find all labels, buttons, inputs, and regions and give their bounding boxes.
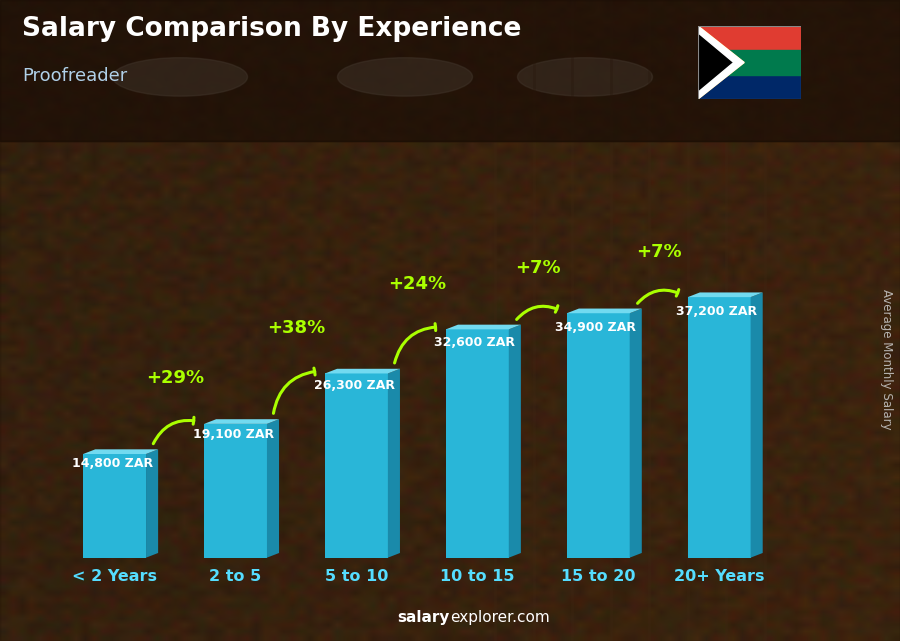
- Text: 37,200 ZAR: 37,200 ZAR: [676, 305, 757, 318]
- Polygon shape: [446, 324, 521, 329]
- Text: salary: salary: [398, 610, 450, 625]
- Text: +7%: +7%: [515, 259, 561, 277]
- Polygon shape: [388, 369, 400, 558]
- Text: 14,800 ZAR: 14,800 ZAR: [72, 457, 153, 470]
- Polygon shape: [83, 449, 158, 454]
- Text: +29%: +29%: [146, 369, 204, 387]
- Polygon shape: [630, 308, 642, 558]
- Polygon shape: [698, 26, 744, 62]
- Polygon shape: [751, 292, 762, 558]
- Polygon shape: [698, 26, 744, 99]
- Text: 32,600 ZAR: 32,600 ZAR: [435, 336, 516, 349]
- Bar: [325, 374, 388, 558]
- Text: Average Monthly Salary: Average Monthly Salary: [880, 288, 893, 429]
- Bar: [688, 297, 751, 558]
- Bar: [567, 313, 630, 558]
- Bar: [446, 329, 508, 558]
- Text: Salary Comparison By Experience: Salary Comparison By Experience: [22, 16, 522, 42]
- Text: +7%: +7%: [636, 243, 681, 261]
- Bar: [698, 62, 801, 99]
- Bar: [204, 424, 267, 558]
- Text: 26,300 ZAR: 26,300 ZAR: [313, 379, 394, 392]
- Polygon shape: [508, 324, 521, 558]
- Text: Proofreader: Proofreader: [22, 67, 128, 85]
- Text: 19,100 ZAR: 19,100 ZAR: [193, 428, 274, 441]
- Text: +24%: +24%: [388, 275, 446, 293]
- Polygon shape: [698, 62, 744, 99]
- Ellipse shape: [338, 58, 472, 96]
- Bar: [698, 49, 801, 76]
- Bar: [698, 26, 801, 62]
- FancyBboxPatch shape: [0, 141, 900, 641]
- Polygon shape: [567, 308, 642, 313]
- Polygon shape: [146, 449, 158, 558]
- Ellipse shape: [112, 58, 248, 96]
- Ellipse shape: [518, 58, 652, 96]
- Polygon shape: [688, 292, 762, 297]
- Polygon shape: [325, 369, 400, 374]
- Text: 34,900 ZAR: 34,900 ZAR: [555, 320, 636, 333]
- FancyBboxPatch shape: [0, 0, 900, 141]
- Polygon shape: [204, 419, 279, 424]
- Text: +38%: +38%: [266, 319, 325, 337]
- Bar: [83, 454, 146, 558]
- Polygon shape: [698, 32, 733, 93]
- Polygon shape: [267, 419, 279, 558]
- Text: explorer.com: explorer.com: [450, 610, 550, 625]
